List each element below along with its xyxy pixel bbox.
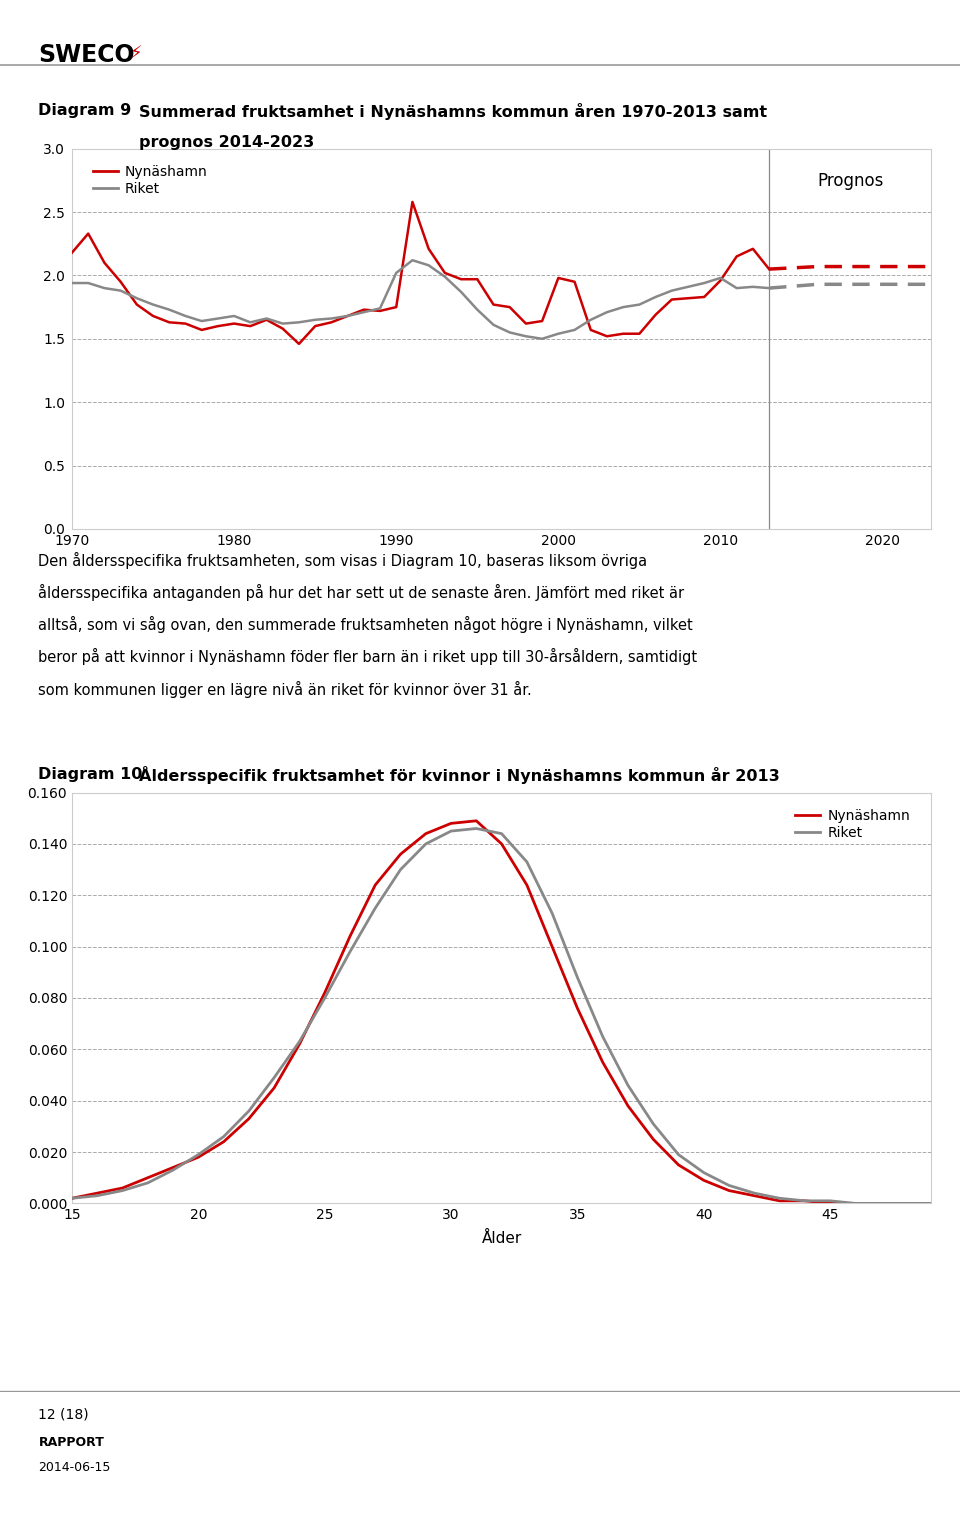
Text: alltså, som vi såg ovan, den summerade fruktsamheten något högre i Nynäshamn, vi: alltså, som vi såg ovan, den summerade f… [38,616,693,633]
Text: Prognos: Prognos [817,172,883,190]
Legend: Nynäshamn, Riket: Nynäshamn, Riket [87,159,213,201]
Text: Åldersspecifik fruktsamhet för kvinnor i Nynäshamns kommun år 2013: Åldersspecifik fruktsamhet för kvinnor i… [139,766,780,785]
Text: ⚡: ⚡ [130,44,142,63]
Text: prognos 2014-2023: prognos 2014-2023 [139,135,315,150]
Text: SWECO: SWECO [38,43,135,67]
Text: 2014-06-15: 2014-06-15 [38,1461,110,1473]
Text: RAPPORT: RAPPORT [38,1436,105,1449]
Text: som kommunen ligger en lägre nivå än riket för kvinnor över 31 år.: som kommunen ligger en lägre nivå än rik… [38,681,532,698]
X-axis label: Ålder: Ålder [482,1231,521,1246]
Text: Diagram 9: Diagram 9 [38,103,132,118]
Text: Diagram 10: Diagram 10 [38,766,143,782]
Text: åldersspecifika antaganden på hur det har sett ut de senaste åren. Jämfört med r: åldersspecifika antaganden på hur det ha… [38,584,684,601]
Legend: Nynäshamn, Riket: Nynäshamn, Riket [790,803,916,846]
Text: beror på att kvinnor i Nynäshamn föder fler barn än i riket upp till 30-årsålder: beror på att kvinnor i Nynäshamn föder f… [38,648,698,665]
Text: 12 (18): 12 (18) [38,1407,89,1421]
Text: Den åldersspecifika fruktsamheten, som visas i Diagram 10, baseras liksom övriga: Den åldersspecifika fruktsamheten, som v… [38,552,648,569]
Text: Summerad fruktsamhet i Nynäshamns kommun åren 1970-2013 samt: Summerad fruktsamhet i Nynäshamns kommun… [139,103,767,120]
